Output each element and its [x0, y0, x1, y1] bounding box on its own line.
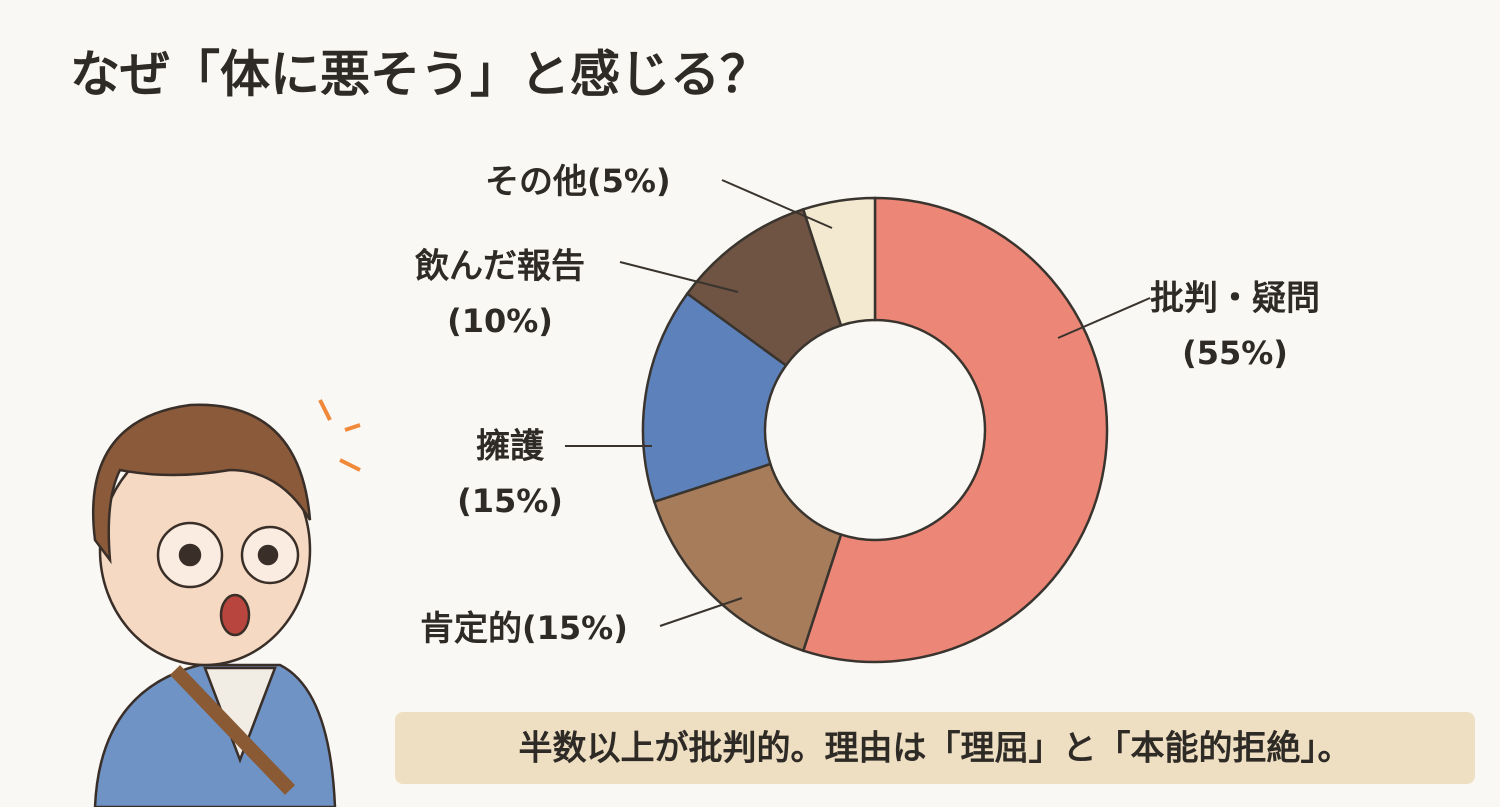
chart-title: なぜ「体に悪そう」と感じる？ [70, 46, 770, 104]
value-label: (5%) [587, 162, 671, 200]
caption: 半数以上が批判的。理由は「理屈」と「本能的拒絶」。 [519, 729, 1352, 769]
slice-label-group: 肯定的(15%) [420, 609, 628, 649]
value-label: (10%) [447, 302, 553, 340]
caption-banner [395, 712, 1475, 784]
donut-slice [641, 291, 788, 504]
character-illustration [91, 399, 361, 807]
donut-slice [801, 196, 877, 327]
leader-line [1057, 297, 1151, 339]
slice-label: 肯定的 [420, 609, 522, 649]
slice-label: 批判・疑問 [1150, 279, 1320, 319]
value-label: (15%) [457, 482, 563, 520]
slice-label: 飲んだ報告 [415, 247, 585, 287]
slice-label-group: その他(5%) [485, 162, 671, 202]
value-label: (55%) [1182, 334, 1288, 372]
slice-label: 擁護 [476, 427, 545, 467]
value-label: (15%) [522, 609, 628, 647]
donut-slice [801, 196, 1109, 664]
leader-line [619, 261, 739, 293]
donut-slice [652, 462, 843, 653]
leader-line [721, 179, 833, 229]
slice-label: その他 [485, 162, 587, 202]
leader-line [659, 597, 743, 627]
